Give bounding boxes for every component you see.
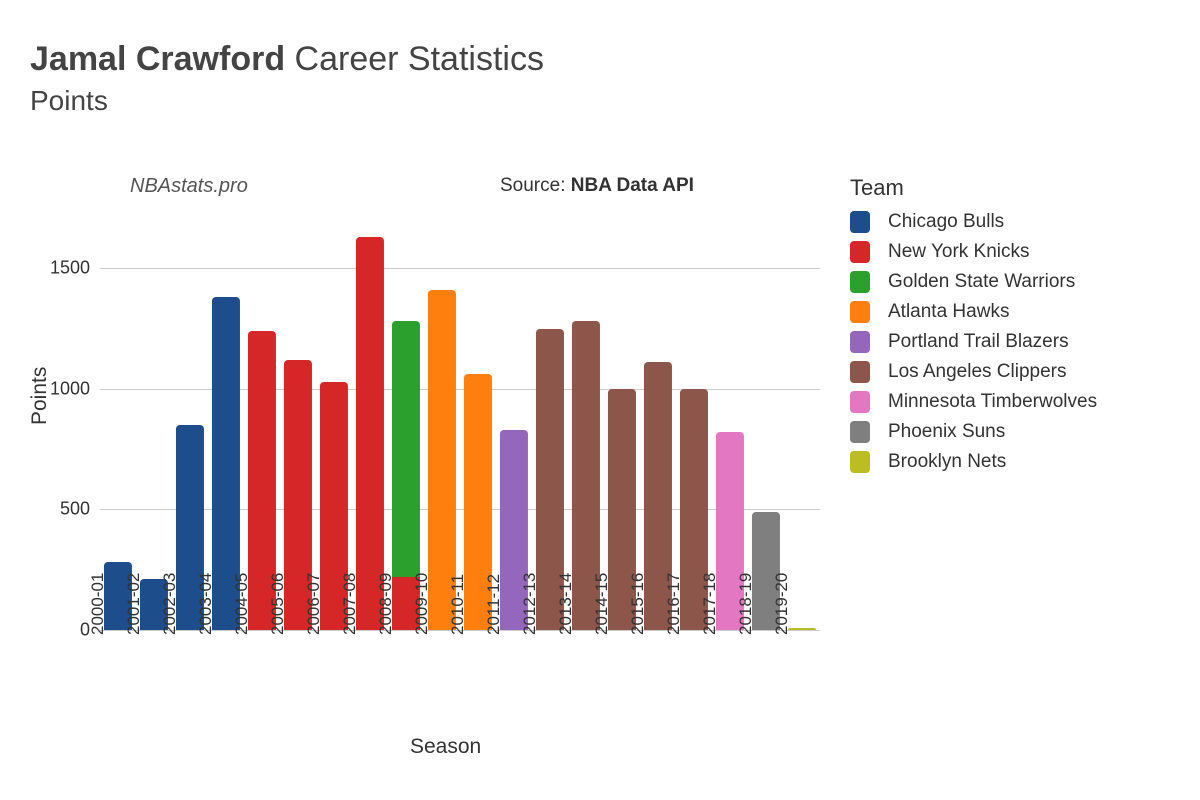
bar-segment (788, 628, 816, 630)
x-tick-label: 2005-06 (268, 573, 288, 635)
x-tick-label: 2001-02 (124, 573, 144, 635)
title-rest: Career Statistics (285, 40, 544, 78)
bar-slot (496, 220, 532, 630)
bar-slot (352, 220, 388, 630)
x-tick-label: 2014-15 (592, 573, 612, 635)
legend-label: New York Knicks (888, 241, 1030, 263)
y-tick-label: 1500 (10, 258, 90, 279)
y-tick-label: 1000 (10, 378, 90, 399)
legend-item: Golden State Warriors (850, 271, 1097, 293)
chart-container: Jamal Crawford Career Statistics Points … (0, 0, 1200, 800)
legend-label: Minnesota Timberwolves (888, 391, 1097, 413)
legend-label: Chicago Bulls (888, 211, 1004, 233)
legend-items: Chicago Bulls New York Knicks Golden State… (850, 211, 1097, 473)
x-axis-title: Season (410, 735, 481, 759)
x-tick-label: 2007-08 (340, 573, 360, 635)
x-tick-label: 2018-19 (736, 573, 756, 635)
legend-title: Team (850, 175, 1097, 201)
legend-label: Atlanta Hawks (888, 301, 1009, 323)
bar-slot (316, 220, 352, 630)
bar-slot (280, 220, 316, 630)
legend-swatch (850, 301, 870, 323)
x-tick-label: 2010-11 (448, 574, 468, 635)
bars-host (100, 220, 820, 630)
legend-item: Chicago Bulls (850, 211, 1097, 233)
bar-slot (244, 220, 280, 630)
legend-swatch (850, 391, 870, 413)
legend-label: Brooklyn Nets (888, 451, 1006, 473)
legend-label: Portland Trail Blazers (888, 331, 1069, 353)
legend-item: Phoenix Suns (850, 421, 1097, 443)
x-tick-label: 2013-14 (556, 573, 576, 635)
title-block: Jamal Crawford Career Statistics Points (30, 40, 544, 117)
x-tick-label: 2012-13 (520, 573, 540, 635)
bar-slot (748, 220, 784, 630)
legend-label: Golden State Warriors (888, 271, 1075, 293)
legend-label: Phoenix Suns (888, 421, 1005, 443)
legend-label: Los Angeles Clippers (888, 361, 1067, 383)
x-tick-label: 2017-18 (700, 573, 720, 635)
bar-slot (676, 220, 712, 630)
bar-segment (356, 237, 384, 630)
x-tick-label: 2008-09 (376, 573, 396, 635)
legend-swatch (850, 271, 870, 293)
bar-segment (392, 321, 420, 577)
player-name: Jamal Crawford (30, 40, 285, 78)
plot-region: 2000-012001-022002-032003-042004-052005-… (100, 220, 820, 630)
legend-swatch (850, 331, 870, 353)
y-tick-label: 500 (10, 499, 90, 520)
y-tick-label: 0 (10, 620, 90, 641)
bar-slot (208, 220, 244, 630)
x-tick-label: 2009-10 (412, 573, 432, 635)
legend-item: Portland Trail Blazers (850, 331, 1097, 353)
bar-slot (460, 220, 496, 630)
x-tick-label: 2004-05 (232, 573, 252, 635)
x-tick-label: 2011-12 (484, 574, 504, 635)
bar-slot (172, 220, 208, 630)
bar-slot (136, 220, 172, 630)
x-tick-label: 2000-01 (88, 573, 108, 635)
x-tick-label: 2015-16 (628, 573, 648, 635)
legend-item: New York Knicks (850, 241, 1097, 263)
bar-slot (604, 220, 640, 630)
chart-subtitle: Points (30, 85, 544, 117)
legend-item: Brooklyn Nets (850, 451, 1097, 473)
x-tick-label: 2002-03 (160, 573, 180, 635)
x-tick-label: 2016-17 (664, 573, 684, 635)
legend-item: Atlanta Hawks (850, 301, 1097, 323)
bar-slot (784, 220, 820, 630)
bar-slot (640, 220, 676, 630)
x-tick-label: 2003-04 (196, 573, 216, 635)
chart-area: 2000-012001-022002-032003-042004-052005-… (100, 170, 820, 630)
bar-slot (712, 220, 748, 630)
legend-swatch (850, 241, 870, 263)
legend-swatch (850, 421, 870, 443)
legend: Team Chicago Bulls New York Knicks Golden … (850, 175, 1097, 481)
legend-item: Los Angeles Clippers (850, 361, 1097, 383)
legend-swatch (850, 211, 870, 233)
x-tick-label: 2019-20 (772, 573, 792, 635)
legend-swatch (850, 361, 870, 383)
x-tick-label: 2006-07 (304, 573, 324, 635)
bar-slot (532, 220, 568, 630)
bar-slot (100, 220, 136, 630)
chart-title: Jamal Crawford Career Statistics (30, 40, 544, 79)
bar-slot (424, 220, 460, 630)
legend-swatch (850, 451, 870, 473)
bar-slot (388, 220, 424, 630)
bar-slot (568, 220, 604, 630)
legend-item: Minnesota Timberwolves (850, 391, 1097, 413)
